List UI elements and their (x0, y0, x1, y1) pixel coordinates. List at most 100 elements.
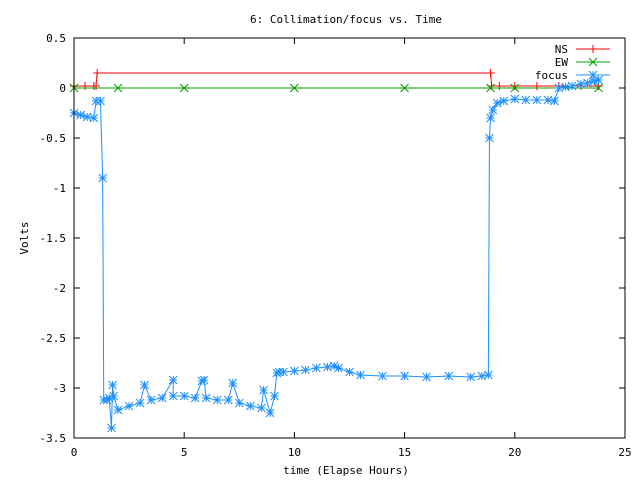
series-point-focus-5 (96, 96, 105, 106)
series-point-focus-10 (107, 423, 116, 433)
series-point-NS-4 (93, 69, 102, 77)
y-tick-label-4: -1.5 (40, 232, 67, 245)
series-point-focus-23 (197, 376, 207, 386)
series-point-NS-9 (532, 82, 541, 90)
series-point-focus-38 (290, 366, 299, 376)
series-point-EW-2 (179, 83, 189, 93)
series-point-EW-3 (290, 83, 299, 93)
series-point-focus-47 (400, 371, 409, 381)
series-point-focus-29 (234, 398, 244, 408)
x-tick-label-0: 0 (71, 446, 78, 459)
y-axis-label: Volts (18, 221, 31, 254)
series-point-focus-16 (140, 380, 149, 390)
series-point-focus-20 (168, 391, 178, 401)
y-tick-label-3: -1 (53, 182, 66, 195)
y-tick-label-1: 0 (59, 82, 66, 95)
legend-label-EW: EW (555, 56, 569, 69)
series-point-focus-67 (583, 78, 592, 88)
legend-label-focus: focus (535, 69, 568, 82)
series-point-EW-7 (594, 83, 603, 93)
x-tick-label-5: 25 (618, 446, 631, 459)
series-line-focus (73, 79, 599, 429)
series-point-focus-45 (356, 370, 365, 380)
series-point-focus-18 (157, 393, 167, 403)
series-point-focus-14 (124, 401, 134, 411)
series-point-focus-44 (345, 367, 354, 377)
y-tick-label-2: -0.5 (40, 132, 67, 145)
series-point-focus-9 (104, 393, 114, 403)
series-point-focus-61 (543, 95, 553, 105)
series-point-focus-66 (576, 79, 586, 89)
series-point-focus-63 (554, 83, 564, 93)
series-point-focus-17 (146, 395, 156, 405)
series-point-NS-1 (81, 82, 90, 90)
series-point-focus-52 (483, 370, 493, 380)
y-tick-label-5: -2 (53, 282, 66, 295)
series-point-focus-1 (76, 110, 85, 120)
series-point-NS-7 (495, 82, 504, 90)
plot-frame (73, 37, 626, 439)
series-point-focus-26 (212, 395, 222, 405)
series-point-focus-59 (521, 95, 531, 105)
series-point-focus-56 (492, 98, 502, 108)
legend-label-NS: NS (555, 43, 568, 56)
series-point-focus-41 (323, 362, 332, 372)
series-point-focus-51 (477, 371, 487, 381)
legend-marker-NS (589, 45, 597, 53)
series-point-focus-3 (89, 113, 99, 123)
series-point-focus-21 (179, 391, 189, 401)
series-point-focus-36 (274, 367, 284, 377)
series-point-focus-57 (499, 96, 509, 106)
series-point-focus-58 (510, 94, 520, 104)
x-tick-label-4: 20 (508, 446, 521, 459)
series-point-focus-11 (108, 380, 117, 390)
chart-title: 6: Collimation/focus vs. Time (250, 13, 442, 26)
series-point-focus-31 (256, 403, 266, 413)
series-point-NS-5 (486, 69, 495, 77)
series-point-focus-55 (488, 105, 498, 115)
y-tick-label-8: -3.5 (40, 432, 67, 445)
series-point-focus-69 (594, 75, 603, 85)
series-point-focus-64 (561, 82, 570, 92)
series-point-focus-40 (312, 363, 321, 373)
series-point-focus-43 (334, 363, 343, 373)
series-point-focus-27 (223, 395, 233, 405)
series-point-focus-34 (270, 391, 279, 401)
legend-marker-focus (588, 70, 598, 80)
series-point-focus-68 (589, 76, 599, 86)
series-point-focus-12 (109, 391, 119, 401)
series-point-focus-37 (279, 367, 288, 377)
x-tick-label-2: 10 (288, 446, 301, 459)
series-point-focus-65 (567, 81, 577, 91)
series-point-focus-48 (422, 372, 431, 382)
series-point-focus-35 (272, 368, 282, 378)
x-axis-label: time (Elapse Hours) (283, 464, 409, 477)
series-point-focus-53 (485, 133, 494, 143)
series-point-focus-42 (329, 361, 339, 371)
series-point-focus-19 (168, 375, 178, 385)
series-point-focus-4 (91, 96, 101, 106)
series-point-focus-30 (245, 401, 255, 411)
series-point-NS-3 (92, 82, 101, 90)
series-point-focus-54 (486, 113, 495, 123)
series-point-focus-50 (466, 372, 476, 382)
series-point-EW-6 (510, 83, 520, 93)
series-point-EW-4 (400, 83, 409, 93)
x-tick-label-1: 5 (181, 446, 188, 459)
y-tick-label-6: -2.5 (40, 332, 67, 345)
legend-marker-EW (588, 57, 598, 67)
series-point-focus-15 (135, 398, 145, 408)
series-point-focus-60 (532, 95, 542, 105)
series-point-focus-49 (444, 371, 454, 381)
series-point-focus-6 (98, 173, 108, 183)
series-point-EW-1 (113, 83, 123, 93)
series-point-focus-22 (190, 393, 200, 403)
x-tick-label-3: 15 (398, 446, 411, 459)
series-point-focus-46 (378, 371, 387, 381)
series-point-EW-5 (486, 83, 495, 93)
series-point-focus-39 (301, 365, 310, 375)
series-point-focus-13 (113, 405, 123, 415)
